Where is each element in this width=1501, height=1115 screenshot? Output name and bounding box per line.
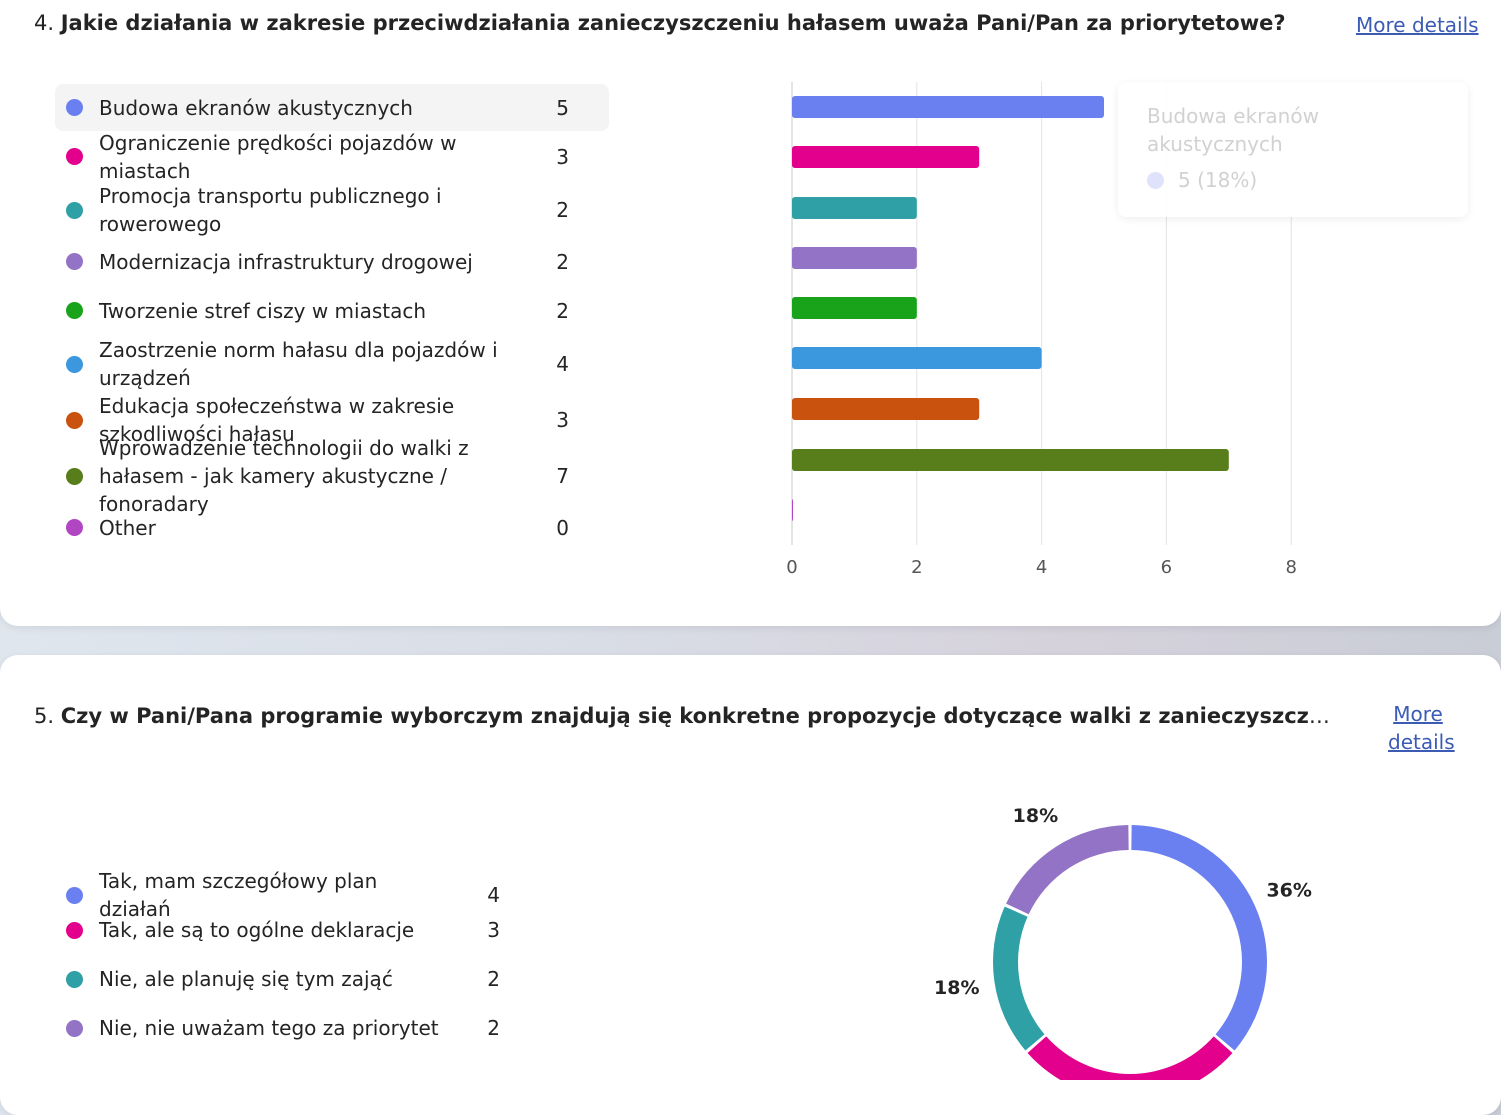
tooltip-title: Budowa ekranów akustycznych — [1147, 104, 1319, 156]
x-tick-label: 4 — [1036, 557, 1047, 578]
bar[interactable] — [792, 247, 917, 269]
donut-slice[interactable] — [1006, 825, 1129, 915]
legend-item[interactable]: Budowa ekranów akustycznych 5 — [55, 84, 609, 131]
bar[interactable] — [792, 146, 980, 168]
legend-count: 3 — [556, 144, 569, 169]
x-tick-label: 8 — [1285, 557, 1296, 578]
legend-dot-icon — [66, 921, 83, 939]
legend-dot-icon — [66, 99, 83, 116]
legend-count: 2 — [556, 298, 569, 323]
legend-dot-icon — [66, 302, 83, 319]
bar[interactable] — [792, 449, 1229, 471]
chart-tooltip: Budowa ekranów akustycznych 5 (18%) — [1118, 82, 1468, 217]
tooltip-dot — [1147, 172, 1164, 189]
legend-item[interactable]: Tak, ale są to ogólne deklaracje 3 — [55, 916, 505, 944]
donut-slice[interactable] — [1027, 1036, 1233, 1080]
legend-dot-icon — [66, 519, 83, 536]
question-4-title: 4. Jakie działania w zakresie przeciwdzi… — [34, 9, 1286, 37]
legend-label: Nie, nie uważam tego za priorytet — [99, 1016, 439, 1040]
donut-slice-label: 18% — [1013, 805, 1058, 827]
legend-count: 2 — [556, 249, 569, 274]
legend-label: Promocja transportu publicznego i rowero… — [99, 184, 442, 236]
legend-dot-icon — [66, 253, 83, 270]
legend-item[interactable]: Ograniczenie prędkości pojazdów w miasta… — [55, 131, 609, 183]
legend-label: Modernizacja infrastruktury drogowej — [99, 249, 473, 274]
legend-item[interactable]: Modernizacja infrastruktury drogowej 2 — [55, 238, 609, 285]
more-details-line-1: More — [1393, 702, 1443, 726]
legend-dot-icon — [66, 201, 83, 219]
legend-item[interactable]: Promocja transportu publicznego i rowero… — [55, 182, 609, 238]
legend-dot-icon — [66, 411, 83, 429]
x-tick-label: 2 — [911, 557, 922, 578]
donut-slice-label: 36% — [1266, 879, 1311, 901]
legend-label: Budowa ekranów akustycznych — [99, 95, 413, 120]
bar[interactable] — [792, 499, 793, 521]
bar[interactable] — [792, 347, 1042, 369]
legend-count: 2 — [556, 198, 569, 222]
legend-count: 4 — [487, 883, 500, 907]
question-5-donut-chart: 36% 18% 18% — [934, 805, 1312, 1080]
question-5-number: 5. — [34, 704, 55, 728]
legend-dot-icon — [66, 970, 83, 988]
legend-item[interactable]: Edukacja społeczeństwa w zakresie szkodl… — [55, 392, 609, 448]
legend-label: Tak, mam szczegółowy plan działań — [99, 869, 378, 921]
donut-slice-label: 18% — [934, 977, 979, 999]
legend-count: 2 — [487, 1016, 500, 1040]
legend-label: Ograniczenie prędkości pojazdów w miasta… — [99, 130, 457, 183]
bar[interactable] — [792, 197, 917, 219]
legend-count: 3 — [556, 408, 569, 432]
question-5-more-details-link[interactable]: More details — [1388, 700, 1455, 756]
x-tick-label: 0 — [786, 557, 797, 578]
legend-label: Zaostrzenie norm hałasu dla pojazdów i u… — [99, 338, 498, 390]
legend-dot-icon — [66, 355, 83, 373]
legend-item[interactable]: Zaostrzenie norm hałasu dla pojazdów i u… — [55, 336, 609, 392]
donut-slice[interactable] — [993, 906, 1045, 1051]
legend-item[interactable]: Nie, nie uważam tego za priorytet 2 — [55, 1014, 505, 1042]
legend-item[interactable]: Nie, ale planuję się tym zająć 2 — [55, 965, 505, 993]
legend-item[interactable]: Other 0 — [55, 504, 609, 551]
question-5-card — [0, 655, 1501, 1115]
legend-count: 0 — [556, 515, 569, 540]
legend-label: Nie, ale planuję się tym zająć — [99, 967, 393, 991]
question-4-bar-chart: 0 2 4 6 8 — [786, 82, 1297, 578]
legend-count: 5 — [556, 95, 569, 120]
donut-slice[interactable] — [1131, 825, 1267, 1051]
legend-label: Tworzenie stref ciszy w miastach — [99, 298, 427, 323]
question-4-more-details-link[interactable]: More details — [1356, 13, 1479, 37]
legend-count: 2 — [487, 967, 500, 991]
bar[interactable] — [792, 398, 980, 420]
legend-label: Edukacja społeczeństwa w zakresie szkodl… — [99, 394, 455, 446]
legend-item[interactable]: Tak, mam szczegółowy plan działań 4 — [55, 867, 505, 923]
legend-count: 4 — [556, 352, 569, 376]
legend-count: 3 — [487, 918, 500, 942]
legend-count: 7 — [556, 464, 569, 488]
legend-label: Tak, ale są to ogólne deklaracje — [99, 918, 415, 942]
legend-item[interactable]: Wprowadzenie technologii do walki z hała… — [55, 436, 609, 516]
question-4-number: 4. — [34, 11, 55, 35]
bar[interactable] — [792, 96, 1104, 118]
tooltip-value: 5 (18%) — [1178, 168, 1258, 192]
x-tick-label: 6 — [1161, 557, 1172, 578]
legend-label: Wprowadzenie technologii do walki z hała… — [99, 436, 469, 516]
legend-dot-icon — [66, 886, 83, 904]
question-5-text: Czy w Pani/Pana programie wyborczym znaj… — [60, 704, 1334, 728]
more-details-line-2: details — [1388, 730, 1455, 754]
question-5-title: 5. Czy w Pani/Pana programie wyborczym z… — [34, 702, 1334, 730]
question-4-text: Jakie działania w zakresie przeciwdziała… — [60, 11, 1286, 35]
bar[interactable] — [792, 297, 917, 319]
legend-label: Other — [99, 515, 156, 540]
legend-dot-icon — [66, 148, 83, 165]
legend-dot-icon — [66, 1019, 83, 1037]
legend-item[interactable]: Tworzenie stref ciszy w miastach 2 — [55, 287, 609, 334]
legend-dot-icon — [66, 467, 83, 485]
